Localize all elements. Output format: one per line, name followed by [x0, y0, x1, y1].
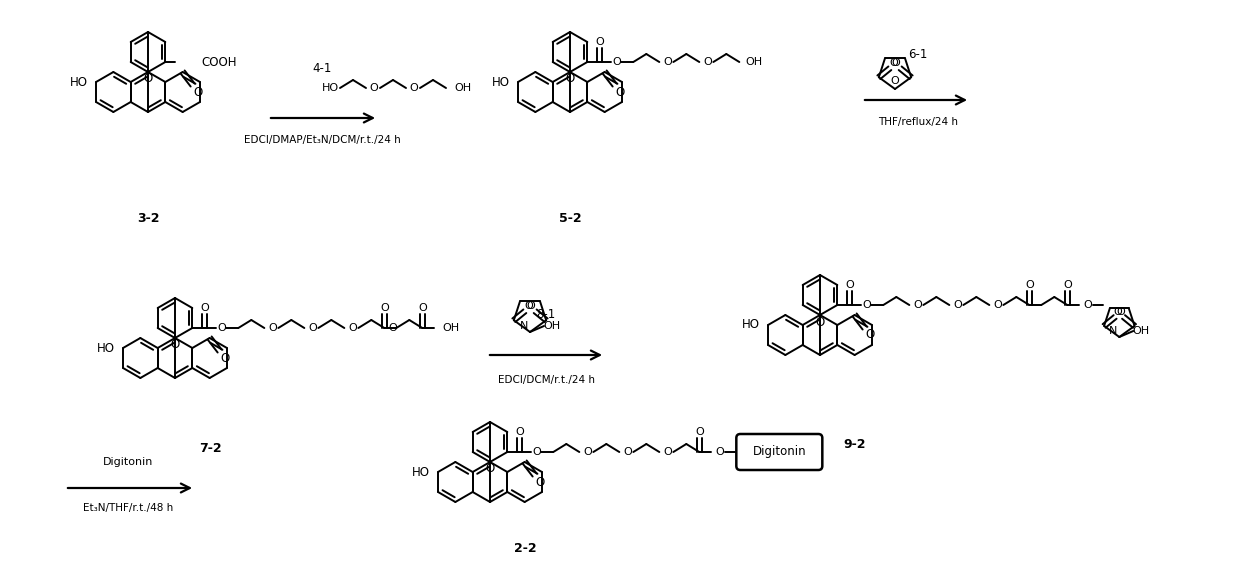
Text: OH: OH [443, 323, 460, 333]
Text: O: O [1117, 307, 1126, 317]
Text: O: O [370, 83, 378, 93]
Text: HO: HO [412, 466, 430, 479]
Text: O: O [892, 58, 900, 68]
Text: 5-2: 5-2 [559, 212, 582, 224]
Text: O: O [862, 300, 870, 310]
Text: O: O [217, 323, 226, 333]
Text: O: O [954, 300, 962, 310]
Text: O: O [615, 85, 624, 98]
Text: O: O [219, 352, 229, 364]
Text: O: O [866, 328, 874, 341]
Text: OH: OH [543, 321, 560, 331]
Text: O: O [1083, 300, 1091, 310]
Text: O: O [913, 300, 921, 310]
Text: O: O [200, 303, 208, 313]
Text: O: O [565, 73, 574, 85]
Text: HO: HO [97, 341, 115, 355]
Text: O: O [515, 427, 523, 437]
Text: O: O [193, 85, 202, 98]
Text: O: O [703, 57, 712, 67]
Text: OH: OH [1133, 326, 1149, 336]
Text: HO: HO [742, 319, 760, 332]
Text: HO: HO [69, 76, 88, 89]
Text: EDCI/DCM/r.t./24 h: EDCI/DCM/r.t./24 h [497, 375, 594, 385]
Text: O: O [170, 339, 180, 352]
Text: O: O [663, 57, 672, 67]
Text: O: O [890, 58, 899, 68]
Text: 4-1: 4-1 [312, 62, 331, 74]
Text: N: N [520, 321, 528, 331]
Text: 2-2: 2-2 [513, 542, 537, 554]
Text: 9-2: 9-2 [843, 439, 867, 451]
Text: O: O [409, 83, 418, 93]
Text: O: O [532, 447, 541, 457]
Text: O: O [525, 301, 533, 311]
Text: COOH: COOH [201, 55, 237, 69]
Text: HO: HO [492, 76, 510, 89]
Text: O: O [418, 303, 427, 313]
Text: OH: OH [454, 83, 471, 93]
Text: O: O [715, 447, 724, 457]
Text: O: O [890, 76, 899, 86]
Text: O: O [527, 301, 536, 311]
Text: O: O [816, 316, 825, 328]
Text: 8-1: 8-1 [537, 308, 556, 321]
Text: 7-2: 7-2 [198, 442, 221, 455]
Text: Digitonin: Digitonin [753, 446, 806, 459]
Text: O: O [694, 427, 703, 437]
Text: O: O [583, 447, 591, 457]
Text: O: O [1025, 280, 1034, 290]
Text: O: O [485, 463, 495, 475]
Text: Digitonin: Digitonin [103, 457, 154, 467]
Text: O: O [379, 303, 388, 313]
Text: O: O [308, 323, 316, 333]
Text: O: O [534, 475, 544, 488]
Text: O: O [144, 73, 153, 85]
Text: OH: OH [745, 57, 763, 67]
Text: HO: HO [322, 83, 339, 93]
Text: O: O [993, 300, 1002, 310]
Text: EDCI/DMAP/Et₃N/DCM/r.t./24 h: EDCI/DMAP/Et₃N/DCM/r.t./24 h [243, 135, 401, 145]
FancyBboxPatch shape [737, 434, 822, 470]
Text: 3-2: 3-2 [136, 212, 159, 224]
Text: O: O [844, 280, 853, 290]
Text: O: O [268, 323, 277, 333]
Text: O: O [1063, 280, 1071, 290]
Text: O: O [613, 57, 621, 67]
Text: N: N [1109, 326, 1117, 336]
Text: O: O [595, 37, 604, 47]
Text: O: O [388, 323, 397, 333]
Text: THF/reflux/24 h: THF/reflux/24 h [878, 117, 959, 127]
Text: O: O [663, 447, 672, 457]
Text: O: O [1114, 307, 1122, 317]
Text: O: O [622, 447, 631, 457]
Text: O: O [348, 323, 357, 333]
Text: Et₃N/THF/r.t./48 h: Et₃N/THF/r.t./48 h [83, 503, 174, 513]
Text: 6-1: 6-1 [909, 49, 928, 62]
